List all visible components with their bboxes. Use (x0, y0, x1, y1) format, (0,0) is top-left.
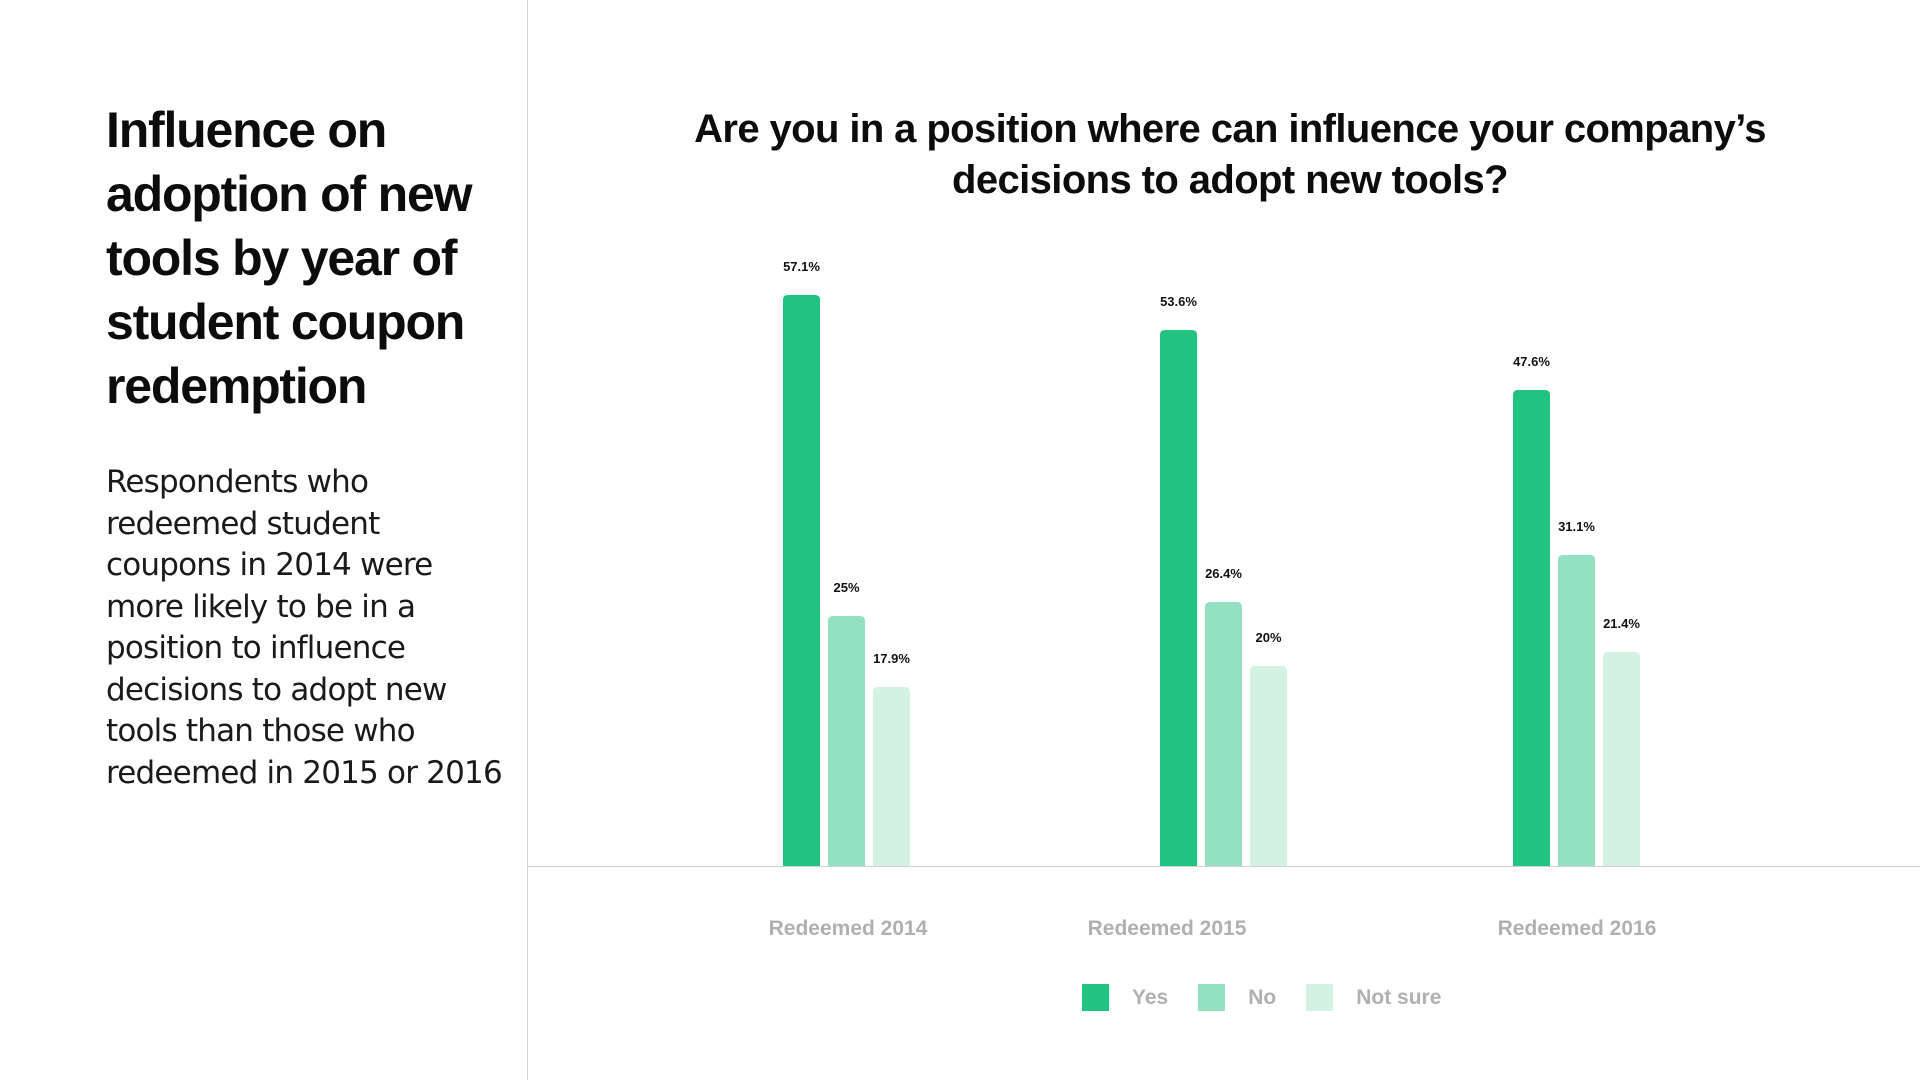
legend-item-yes: Yes (1082, 984, 1168, 1011)
value-label: 53.6% (1160, 294, 1197, 309)
value-label: 20% (1255, 630, 1281, 645)
legend-swatch-not-sure (1306, 984, 1334, 1011)
bar-yes-3 (1513, 390, 1550, 866)
bar-no-2 (1205, 602, 1242, 866)
legend-label-yes: Yes (1132, 985, 1169, 1009)
chart-legend: Yes No Not sure (1082, 984, 1471, 1011)
legend-item-not-sure: Not sure (1306, 984, 1441, 1011)
legend-swatch-no (1198, 984, 1226, 1011)
chart-title: Are you in a position where can influenc… (694, 107, 1766, 202)
category-label: Redeemed 2016 (1498, 917, 1657, 940)
legend-label-not-sure: Not sure (1356, 985, 1442, 1009)
bar-not-sure-3 (1603, 652, 1640, 866)
value-label: 47.6% (1513, 354, 1550, 369)
value-label: 31.1% (1558, 519, 1595, 534)
bar-not-sure-1 (873, 687, 910, 866)
bar-not-sure-2 (1250, 666, 1287, 866)
value-label: 57.1% (783, 259, 820, 274)
bar-yes-1 (783, 295, 820, 866)
category-label: Redeemed 2015 (1088, 917, 1247, 940)
page-description: Respondents who redeemed student coupons… (106, 464, 503, 791)
category-label: Redeemed 2014 (769, 917, 928, 940)
bar-no-1 (828, 616, 865, 866)
value-label: 17.9% (873, 651, 910, 666)
legend-swatch-yes (1082, 984, 1109, 1011)
bar-yes-2 (1160, 330, 1197, 866)
value-label: 25% (833, 580, 859, 595)
legend-item-no: No (1198, 984, 1276, 1011)
bar-no-3 (1558, 555, 1595, 866)
legend-label-no: No (1248, 985, 1277, 1009)
page-title: Influence on adoption of new tools by ye… (106, 102, 472, 414)
value-label: 21.4% (1603, 616, 1640, 631)
sidebar-panel: Influence on adoption of new tools by ye… (0, 0, 528, 1080)
value-label: 26.4% (1205, 566, 1242, 581)
